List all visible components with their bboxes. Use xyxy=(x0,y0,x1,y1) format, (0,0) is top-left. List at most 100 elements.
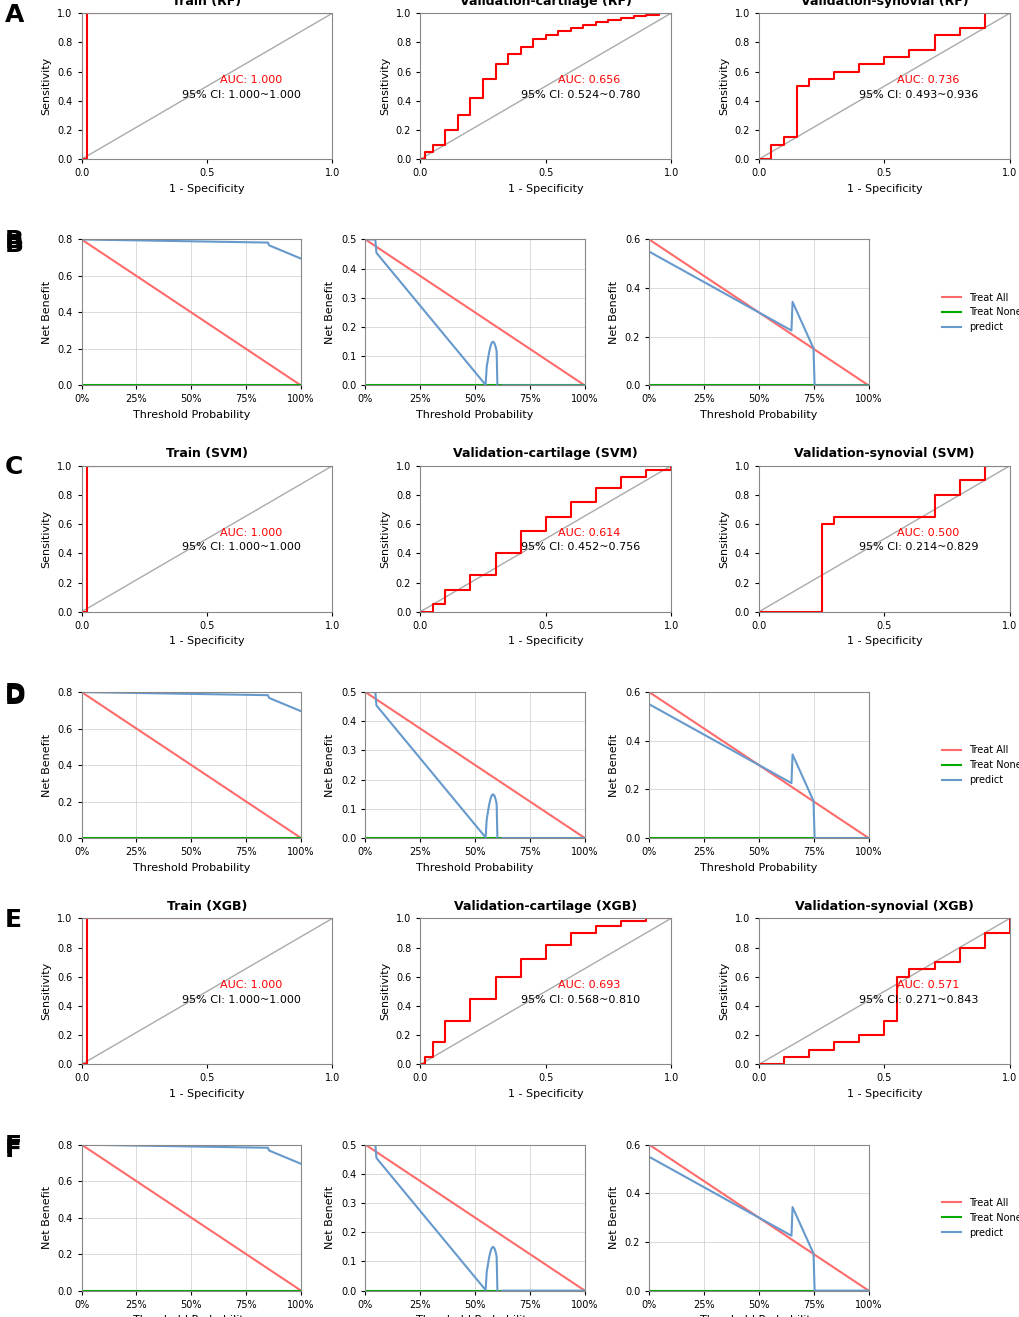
Treat None xyxy=(843,830,855,846)
X-axis label: 1 - Specificity: 1 - Specificity xyxy=(169,636,245,647)
Treat None xyxy=(862,378,874,394)
Treat None xyxy=(89,1283,101,1299)
Treat All xyxy=(368,690,380,706)
Treat All xyxy=(372,1146,384,1162)
Line: Treat All: Treat All xyxy=(648,691,868,838)
Treat None xyxy=(642,378,654,394)
Treat All xyxy=(359,1137,371,1152)
Treat None xyxy=(701,830,713,846)
Y-axis label: Net Benefit: Net Benefit xyxy=(325,281,335,344)
Treat All xyxy=(399,711,412,727)
predict xyxy=(294,1156,307,1172)
Treat All xyxy=(372,693,384,709)
Treat None xyxy=(651,830,663,846)
Treat All xyxy=(116,258,128,274)
Treat None xyxy=(368,1283,380,1299)
Treat All xyxy=(418,1176,430,1192)
Treat All xyxy=(359,684,371,699)
predict xyxy=(655,703,667,719)
Text: AUC: 1.000: AUC: 1.000 xyxy=(219,980,281,990)
Treat None xyxy=(294,378,307,394)
Treat None xyxy=(418,1283,430,1299)
Text: 95% CI: 1.000~1.000: 95% CI: 1.000~1.000 xyxy=(181,90,301,100)
Treat None xyxy=(418,830,430,846)
predict xyxy=(808,830,820,846)
Y-axis label: Net Benefit: Net Benefit xyxy=(42,734,52,797)
predict xyxy=(578,1283,590,1299)
Treat All xyxy=(133,270,146,286)
predict xyxy=(133,233,146,249)
Text: AUC: 1.000: AUC: 1.000 xyxy=(219,75,281,86)
Text: AUC: 1.000: AUC: 1.000 xyxy=(219,528,281,537)
predict xyxy=(116,1138,128,1154)
Treat All xyxy=(89,693,101,709)
Text: 95% CI: 0.214~0.829: 95% CI: 0.214~0.829 xyxy=(858,543,978,552)
predict xyxy=(283,1151,296,1167)
Treat All xyxy=(75,1137,88,1152)
Treat None xyxy=(75,378,88,394)
Treat All xyxy=(116,711,128,727)
Title: Validation-synovial (RF): Validation-synovial (RF) xyxy=(800,0,967,8)
Treat None xyxy=(368,830,380,846)
X-axis label: 1 - Specificity: 1 - Specificity xyxy=(507,1089,583,1098)
Treat None xyxy=(655,830,667,846)
Treat None xyxy=(399,1283,412,1299)
Treat All xyxy=(359,232,371,248)
predict xyxy=(701,728,713,744)
Treat None xyxy=(359,830,371,846)
X-axis label: Threshold Probability: Threshold Probability xyxy=(700,863,817,873)
Treat None xyxy=(701,378,713,394)
Treat None xyxy=(642,830,654,846)
Y-axis label: Net Benefit: Net Benefit xyxy=(608,734,619,797)
X-axis label: Threshold Probability: Threshold Probability xyxy=(132,863,250,873)
Treat None xyxy=(276,830,288,846)
Treat All xyxy=(294,830,307,846)
Treat None xyxy=(843,1283,855,1299)
X-axis label: 1 - Specificity: 1 - Specificity xyxy=(507,636,583,647)
X-axis label: 1 - Specificity: 1 - Specificity xyxy=(169,1089,245,1098)
predict xyxy=(844,378,856,394)
Treat All xyxy=(568,1275,580,1291)
Y-axis label: Net Benefit: Net Benefit xyxy=(42,281,52,344)
Treat All xyxy=(418,270,430,286)
Text: B: B xyxy=(5,233,24,257)
Treat All xyxy=(683,1164,695,1180)
predict xyxy=(372,1152,384,1168)
Treat None xyxy=(568,830,580,846)
Treat None xyxy=(116,378,128,394)
predict xyxy=(359,1137,371,1152)
Text: 95% CI: 1.000~1.000: 95% CI: 1.000~1.000 xyxy=(181,996,301,1005)
Title: Validation-cartilage (SVM): Validation-cartilage (SVM) xyxy=(452,448,638,461)
Treat All xyxy=(89,241,101,257)
Line: Treat All: Treat All xyxy=(365,691,584,838)
Treat None xyxy=(683,378,695,394)
Text: AUC: 0.571: AUC: 0.571 xyxy=(896,980,958,990)
Line: predict: predict xyxy=(365,691,584,852)
Treat None xyxy=(276,1283,288,1299)
Treat None xyxy=(359,1283,371,1299)
Treat None xyxy=(85,1283,97,1299)
Treat All xyxy=(701,723,713,739)
Treat None xyxy=(294,1283,307,1299)
predict xyxy=(701,1181,713,1197)
X-axis label: Threshold Probability: Threshold Probability xyxy=(700,1316,817,1317)
Treat None xyxy=(683,830,695,846)
predict xyxy=(372,248,384,263)
Text: 95% CI: 0.271~0.843: 95% CI: 0.271~0.843 xyxy=(858,996,977,1005)
Treat All xyxy=(399,258,412,274)
Treat None xyxy=(133,1283,146,1299)
Treat All xyxy=(89,1146,101,1162)
Treat All xyxy=(276,365,288,381)
predict xyxy=(372,701,384,716)
predict xyxy=(116,232,128,248)
Treat None xyxy=(559,378,572,394)
predict xyxy=(368,1137,380,1152)
predict xyxy=(75,1137,88,1152)
Treat All xyxy=(862,1283,874,1299)
Treat All xyxy=(862,830,874,846)
Treat None xyxy=(89,378,101,394)
Treat None xyxy=(276,378,288,394)
Treat None xyxy=(133,378,146,394)
Treat None xyxy=(683,1283,695,1299)
predict xyxy=(491,1297,503,1313)
